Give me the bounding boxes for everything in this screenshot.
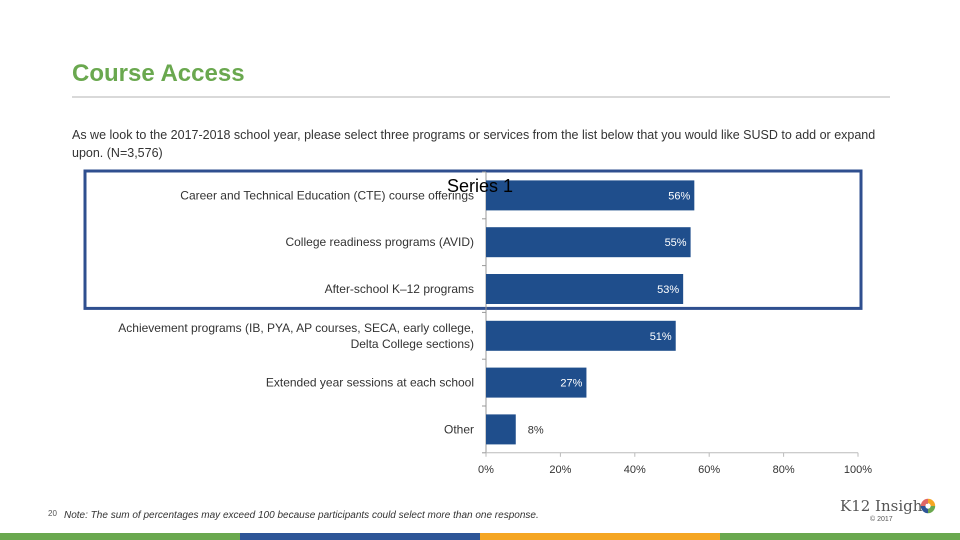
- data-label: 51%: [650, 331, 672, 343]
- x-tick-label: 60%: [698, 464, 720, 476]
- category-label: After-school K–12 programs: [325, 282, 474, 296]
- x-tick-label: 0%: [478, 464, 494, 476]
- category-label: Extended year sessions at each school: [266, 376, 474, 390]
- logo-text: K12 Insight: [840, 497, 929, 515]
- x-tick-label: 80%: [773, 464, 795, 476]
- title-divider: [72, 96, 890, 98]
- bar: [486, 180, 695, 211]
- footer-segment: [480, 533, 720, 540]
- footer-segment: [0, 533, 240, 540]
- logo-mark-icon: [920, 498, 936, 514]
- bar: [486, 274, 684, 304]
- chart-title: Series 1: [447, 176, 513, 196]
- category-label: Achievement programs (IB, PYA, AP course…: [118, 321, 474, 335]
- footer-segment: [240, 533, 480, 540]
- x-tick-label: 40%: [624, 464, 646, 476]
- x-tick-label: 20%: [549, 464, 571, 476]
- data-label: 56%: [668, 190, 690, 202]
- bar: [486, 414, 516, 445]
- bar: [486, 320, 676, 351]
- bar: [486, 227, 691, 258]
- data-label: 55%: [665, 237, 687, 249]
- company-logo: K12 Insight © 2017: [840, 497, 940, 527]
- category-label: Delta College sections): [351, 337, 474, 351]
- footer-segment: [720, 533, 960, 540]
- data-label: 53%: [657, 284, 679, 296]
- highlight-box: [83, 169, 863, 310]
- page-number: 20: [48, 509, 57, 518]
- category-label: College readiness programs (AVID): [285, 235, 474, 249]
- data-label: 8%: [528, 424, 544, 436]
- slide-title: Course Access: [72, 60, 245, 87]
- x-tick-label: 100%: [844, 464, 872, 476]
- chart-note: Note: The sum of percentages may exceed …: [64, 510, 539, 521]
- category-label: Other: [444, 422, 474, 436]
- category-label: Career and Technical Education (CTE) cou…: [180, 188, 474, 202]
- copyright-text: © 2017: [870, 516, 893, 523]
- data-label: 27%: [560, 378, 582, 390]
- bar: [486, 367, 587, 398]
- footer-color-bar: [0, 533, 960, 540]
- survey-question: As we look to the 2017-2018 school year,…: [72, 128, 876, 160]
